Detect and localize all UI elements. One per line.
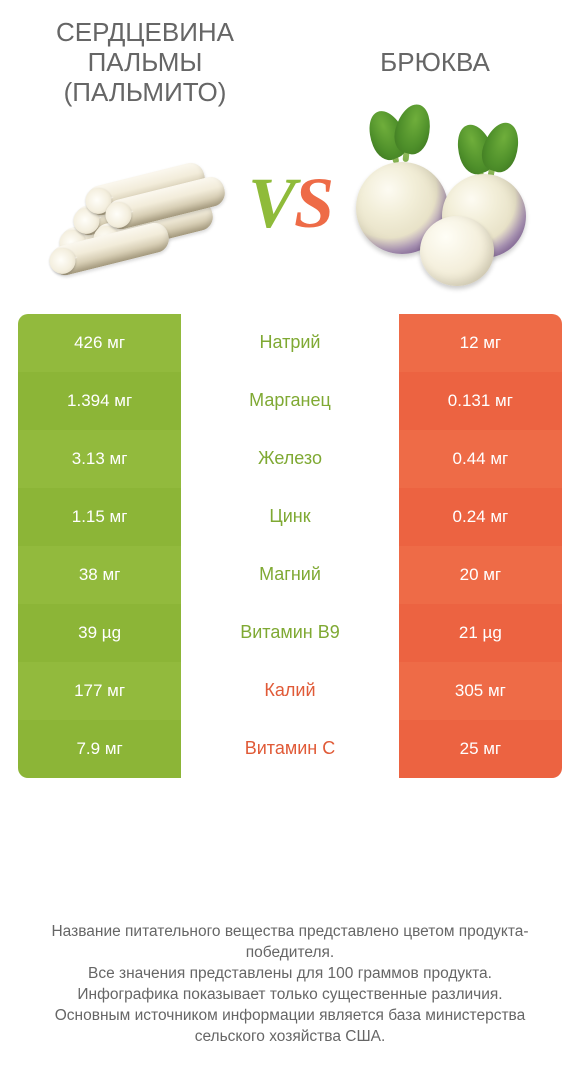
nutrient-label-cell: Магний: [181, 546, 399, 604]
left-product-image: [30, 124, 230, 284]
footer-text: Название питательного вещества представл…: [0, 922, 580, 1048]
left-value-cell: 38 мг: [18, 546, 181, 604]
left-value-cell: 1.394 мг: [18, 372, 181, 430]
left-values-column: 426 мг1.394 мг3.13 мг1.15 мг38 мг39 µg17…: [18, 314, 181, 778]
nutrient-label-cell: Марганец: [181, 372, 399, 430]
right-value-cell: 305 мг: [399, 662, 562, 720]
left-title: СЕРДЦЕВИНА ПАЛЬМЫ (ПАЛЬМИТО): [0, 18, 290, 108]
footer-line: Все значения представлены для 100 граммо…: [22, 964, 558, 985]
nutrient-label-cell: Витамин B9: [181, 604, 399, 662]
vs-s: S: [294, 163, 332, 243]
right-value-cell: 12 мг: [399, 314, 562, 372]
footer-line: Основным источником информации является …: [22, 1006, 558, 1048]
vs-label: VS: [248, 162, 332, 245]
hero-row: VS: [0, 112, 580, 314]
left-value-cell: 3.13 мг: [18, 430, 181, 488]
titles-row: СЕРДЦЕВИНА ПАЛЬМЫ (ПАЛЬМИТО) БРЮКВА: [0, 0, 580, 112]
left-value-cell: 1.15 мг: [18, 488, 181, 546]
right-title: БРЮКВА: [290, 18, 580, 108]
nutrient-table: 426 мг1.394 мг3.13 мг1.15 мг38 мг39 µg17…: [0, 314, 580, 778]
right-value-cell: 0.24 мг: [399, 488, 562, 546]
left-value-cell: 7.9 мг: [18, 720, 181, 778]
right-values-column: 12 мг0.131 мг0.44 мг0.24 мг20 мг21 µg305…: [399, 314, 562, 778]
left-value-cell: 39 µg: [18, 604, 181, 662]
right-value-cell: 0.44 мг: [399, 430, 562, 488]
left-value-cell: 177 мг: [18, 662, 181, 720]
labels-column: НатрийМарганецЖелезоЦинкМагнийВитамин B9…: [181, 314, 399, 778]
right-value-cell: 25 мг: [399, 720, 562, 778]
vs-v: V: [248, 163, 294, 243]
footer-line: Название питательного вещества представл…: [22, 922, 558, 964]
nutrient-label-cell: Цинк: [181, 488, 399, 546]
left-value-cell: 426 мг: [18, 314, 181, 372]
footer-line: Инфографика показывает только существенн…: [22, 985, 558, 1006]
nutrient-label-cell: Калий: [181, 662, 399, 720]
nutrient-label-cell: Натрий: [181, 314, 399, 372]
right-value-cell: 21 µg: [399, 604, 562, 662]
right-value-cell: 0.131 мг: [399, 372, 562, 430]
nutrient-label-cell: Витамин C: [181, 720, 399, 778]
right-product-image: [350, 124, 550, 284]
right-value-cell: 20 мг: [399, 546, 562, 604]
nutrient-label-cell: Железо: [181, 430, 399, 488]
